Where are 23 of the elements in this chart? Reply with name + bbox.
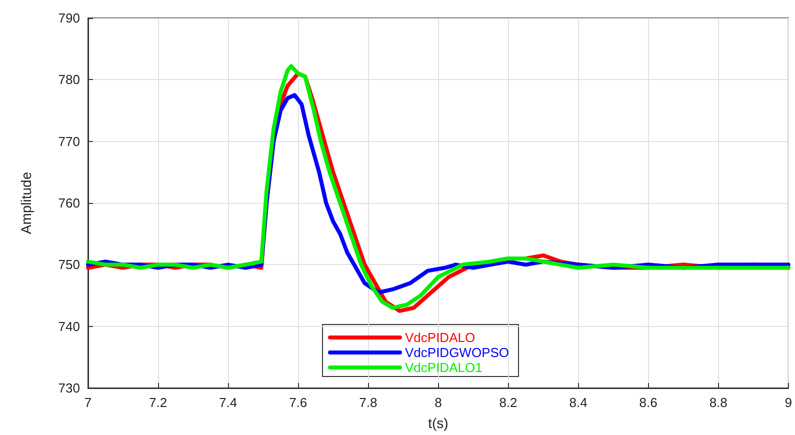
x-axis-title: t(s) [428, 415, 448, 431]
x-tick-label: 8 [434, 395, 442, 410]
y-tick-label: 730 [58, 380, 80, 396]
x-tick-label: 8.4 [569, 395, 588, 410]
x-tick-label: 8.6 [639, 395, 658, 410]
x-tick-label: 7.8 [359, 395, 378, 410]
y-tick-label: 750 [58, 257, 80, 272]
x-tick-label: 8.8 [709, 395, 728, 410]
y-tick-label: 740 [58, 318, 80, 334]
y-tick-label: 790 [58, 10, 80, 26]
x-tick-label: 7.4 [219, 395, 238, 410]
x-tick-label: 7.2 [149, 395, 168, 410]
x-tick-label: 7.6 [289, 395, 308, 410]
text: VdcPIDALO1 [405, 360, 482, 375]
x-tick-label: 8.2 [499, 395, 518, 410]
y-tick-label: 760 [58, 196, 80, 210]
text: VdcPIDGWOPSO [405, 345, 510, 360]
y-axis-title: Amplitude [18, 172, 34, 234]
series-label: VdcPIDALO [405, 330, 476, 345]
y-tick-label: 780 [58, 72, 80, 88]
x-tick-label: 7 [84, 395, 92, 410]
y-tick-label: 770 [58, 134, 80, 149]
x-tick-label: 9 [784, 395, 792, 410]
